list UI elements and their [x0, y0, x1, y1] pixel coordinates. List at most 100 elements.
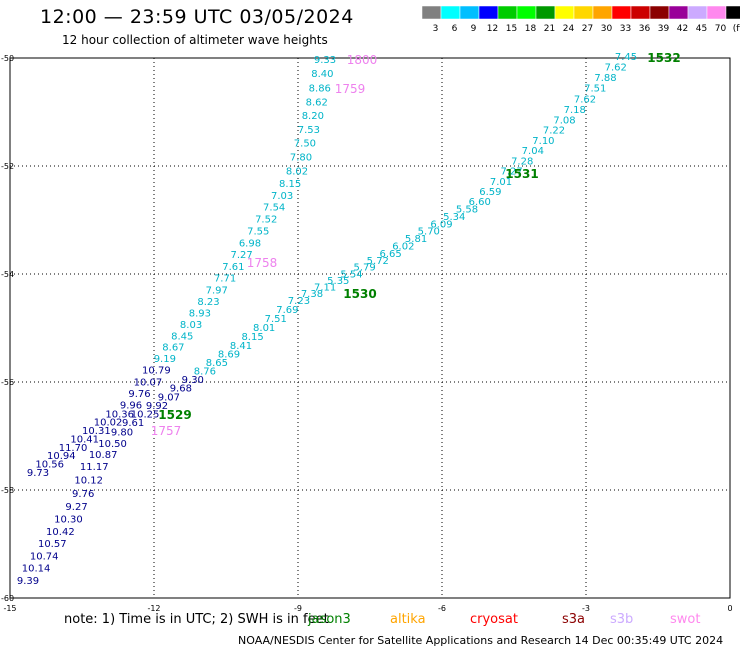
track-b-value-38: 9.68 — [170, 384, 192, 395]
legend-label-2: 9 — [471, 24, 477, 34]
track-b-value-55: 9.39 — [17, 576, 39, 587]
sat-label-altika: altika — [390, 612, 426, 627]
track-b-value-24: 5.54 — [340, 269, 362, 280]
track-b-value-31: 8.01 — [253, 323, 275, 334]
track-b-value-11: 7.27 — [500, 167, 522, 178]
time-label-1800: 1800 — [347, 53, 378, 67]
track-a-value-13: 7.55 — [247, 227, 269, 238]
time-label-1529: 1529 — [158, 408, 191, 422]
track-b-value-40: 9.92 — [146, 401, 168, 412]
track-a-value-26: 10.07 — [134, 377, 163, 388]
track-b-value-6: 7.08 — [553, 115, 575, 126]
y-tick-label-0: -50 — [1, 54, 14, 63]
legend-label-14: 45 — [696, 24, 707, 34]
y-tick-label-4: -58 — [1, 486, 14, 495]
sat-label-s3a: s3a — [562, 612, 586, 627]
sat-label-s3b: s3b — [610, 612, 634, 627]
track-b-value-34: 8.69 — [218, 350, 240, 361]
legend-label-9: 30 — [601, 24, 613, 34]
track-a-value-34: 10.94 — [47, 451, 76, 462]
legend-label-6: 21 — [544, 24, 555, 34]
y-tick-label-5: -60 — [1, 594, 14, 603]
track-b-value-14: 6.60 — [469, 197, 491, 208]
track-a-value-28: 9.96 — [120, 401, 142, 412]
track-a-value-32: 10.41 — [70, 434, 99, 445]
track-a-value-31: 10.31 — [82, 426, 111, 437]
track-b-value-3: 7.51 — [584, 84, 606, 95]
credit-line: NOAA/NESDIS Center for Satellite Applica… — [238, 634, 724, 647]
track-b-value-27: 7.38 — [301, 289, 323, 300]
track-b-value-13: 6.59 — [479, 187, 501, 198]
track-a-value-18: 7.97 — [206, 285, 228, 296]
track-b-value-12: 7.01 — [490, 177, 512, 188]
track-a-value-33: 11.70 — [59, 443, 88, 454]
track-a-value-27: 9.76 — [128, 389, 150, 400]
track-a-value-20: 8.93 — [189, 309, 211, 320]
sat-label-swot: swot — [670, 612, 701, 627]
legend-label-11: 36 — [639, 24, 651, 34]
track-b-value-25: 5.35 — [327, 276, 349, 287]
track-b-value-52: 10.57 — [38, 539, 67, 550]
track-a-value-7: 7.80 — [290, 153, 312, 164]
track-b-value-37: 9.30 — [182, 375, 204, 386]
time-label-1759: 1759 — [335, 82, 366, 96]
track-a-value-8: 8.02 — [286, 166, 308, 177]
track-b-value-46: 11.17 — [80, 462, 109, 473]
legend-label-0: 3 — [433, 24, 439, 34]
track-a-value-10: 7.03 — [271, 191, 293, 202]
x-tick-label-3: -6 — [438, 604, 446, 612]
legend-label-5: 18 — [525, 24, 537, 34]
track-b-value-54: 10.14 — [22, 564, 51, 575]
track-b-value-51: 10.42 — [46, 527, 75, 538]
time-label-1531: 1531 — [505, 167, 538, 181]
track-a-value-15: 7.27 — [231, 250, 253, 261]
track-b-value-23: 5.79 — [353, 263, 375, 274]
track-a-value-1: 8.40 — [311, 69, 333, 80]
track-a-value-14: 6.98 — [239, 238, 261, 249]
track-b-value-42: 9.61 — [122, 418, 144, 429]
track-b-value-26: 7.11 — [314, 282, 336, 293]
track-a-value-35: 10.56 — [35, 460, 64, 471]
track-b-value-17: 6.09 — [430, 219, 452, 230]
track-b-value-10: 7.28 — [511, 156, 533, 167]
time-label-1530: 1530 — [343, 287, 376, 301]
legend-label-4: 15 — [506, 24, 517, 34]
track-b-value-45: 10.87 — [89, 450, 118, 461]
track-a-value-21: 8.03 — [180, 320, 202, 331]
legend-label-8: 27 — [582, 24, 593, 34]
legend-label-12: 39 — [658, 24, 670, 34]
track-a-value-23: 8.67 — [162, 343, 184, 354]
x-tick-label-5: 0 — [727, 604, 732, 612]
legend-label-16: (ft) — [733, 24, 740, 34]
track-a-value-2: 8.86 — [309, 83, 331, 94]
track-b-value-1: 7.62 — [605, 63, 627, 74]
track-b-value-0: 7.45 — [615, 52, 637, 63]
y-tick-label-2: -54 — [1, 270, 14, 279]
track-b-value-49: 9.27 — [65, 502, 87, 513]
track-b-value-22: 5.72 — [367, 256, 389, 267]
track-a-value-4: 8.20 — [302, 111, 324, 122]
track-b-value-47: 10.12 — [74, 476, 103, 487]
track-a-value-36: 9.73 — [27, 468, 49, 479]
sat-label-cryosat: cryosat — [470, 612, 518, 627]
track-b-value-35: 8.65 — [206, 358, 228, 369]
track-b-value-19: 5.81 — [405, 234, 427, 245]
footer-note: note: 1) Time is in UTC; 2) SWH is in fe… — [64, 612, 329, 627]
track-b-value-28: 7.23 — [288, 296, 310, 307]
track-b-value-21: 6.65 — [379, 249, 401, 260]
page-title: 12:00 — 23:59 UTC 03/05/2024 — [40, 6, 354, 28]
track-b-value-29: 7.69 — [276, 305, 298, 316]
track-b-value-20: 6.02 — [392, 241, 414, 252]
track-b-value-16: 5.34 — [443, 212, 465, 223]
time-label-1532: 1532 — [647, 51, 680, 65]
wave-height-map: -15 -12 -9 -6 -3 0 -50 -52 -54 -56 -58 -60 9.33 8.40 8… — [1, 51, 733, 612]
x-tick-label-1: -12 — [147, 604, 160, 612]
sat-label-jason3: jason3 — [308, 612, 351, 627]
legend-label-7: 24 — [563, 24, 575, 34]
track-b-value-9: 7.04 — [522, 146, 544, 157]
track-b-value-30: 7.51 — [265, 314, 287, 325]
track-b-value-44: 10.50 — [98, 439, 127, 450]
track-b-value-7: 7.22 — [543, 126, 565, 137]
track-b-value-4: 7.62 — [574, 94, 596, 105]
